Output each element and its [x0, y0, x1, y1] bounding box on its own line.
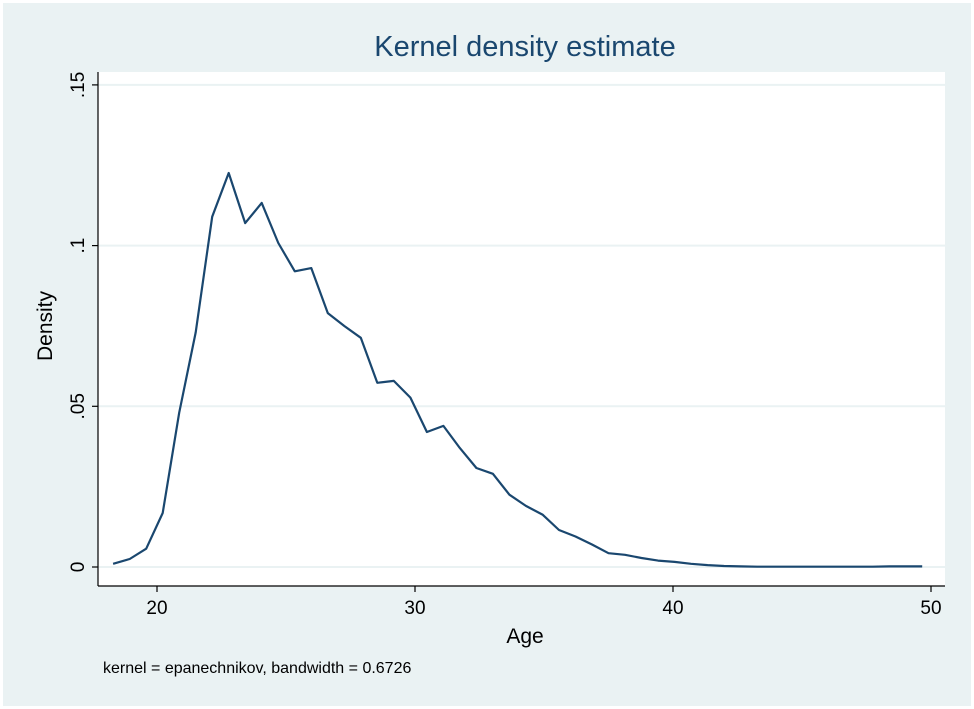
x-tick-label: 30	[404, 598, 425, 619]
y-tick-label: 0	[68, 562, 89, 573]
axes: 0 .05 .1 .15 20 30 40 50	[68, 72, 945, 619]
y-tick-label: .05	[68, 393, 89, 419]
chart-note: kernel = epanechnikov, bandwidth = 0.672…	[103, 660, 411, 677]
x-tick-label: 40	[662, 598, 683, 619]
x-axis-label: Age	[506, 625, 543, 648]
x-tick-label: 50	[920, 598, 941, 619]
chart-title: Kernel density estimate	[374, 31, 675, 63]
y-tick-label: .1	[68, 238, 89, 254]
x-tick-label: 20	[146, 598, 167, 619]
plot-region	[98, 72, 945, 586]
density-line	[112, 171, 923, 568]
y-axis-label: Density	[34, 290, 57, 361]
y-tick-label: .15	[68, 72, 89, 98]
